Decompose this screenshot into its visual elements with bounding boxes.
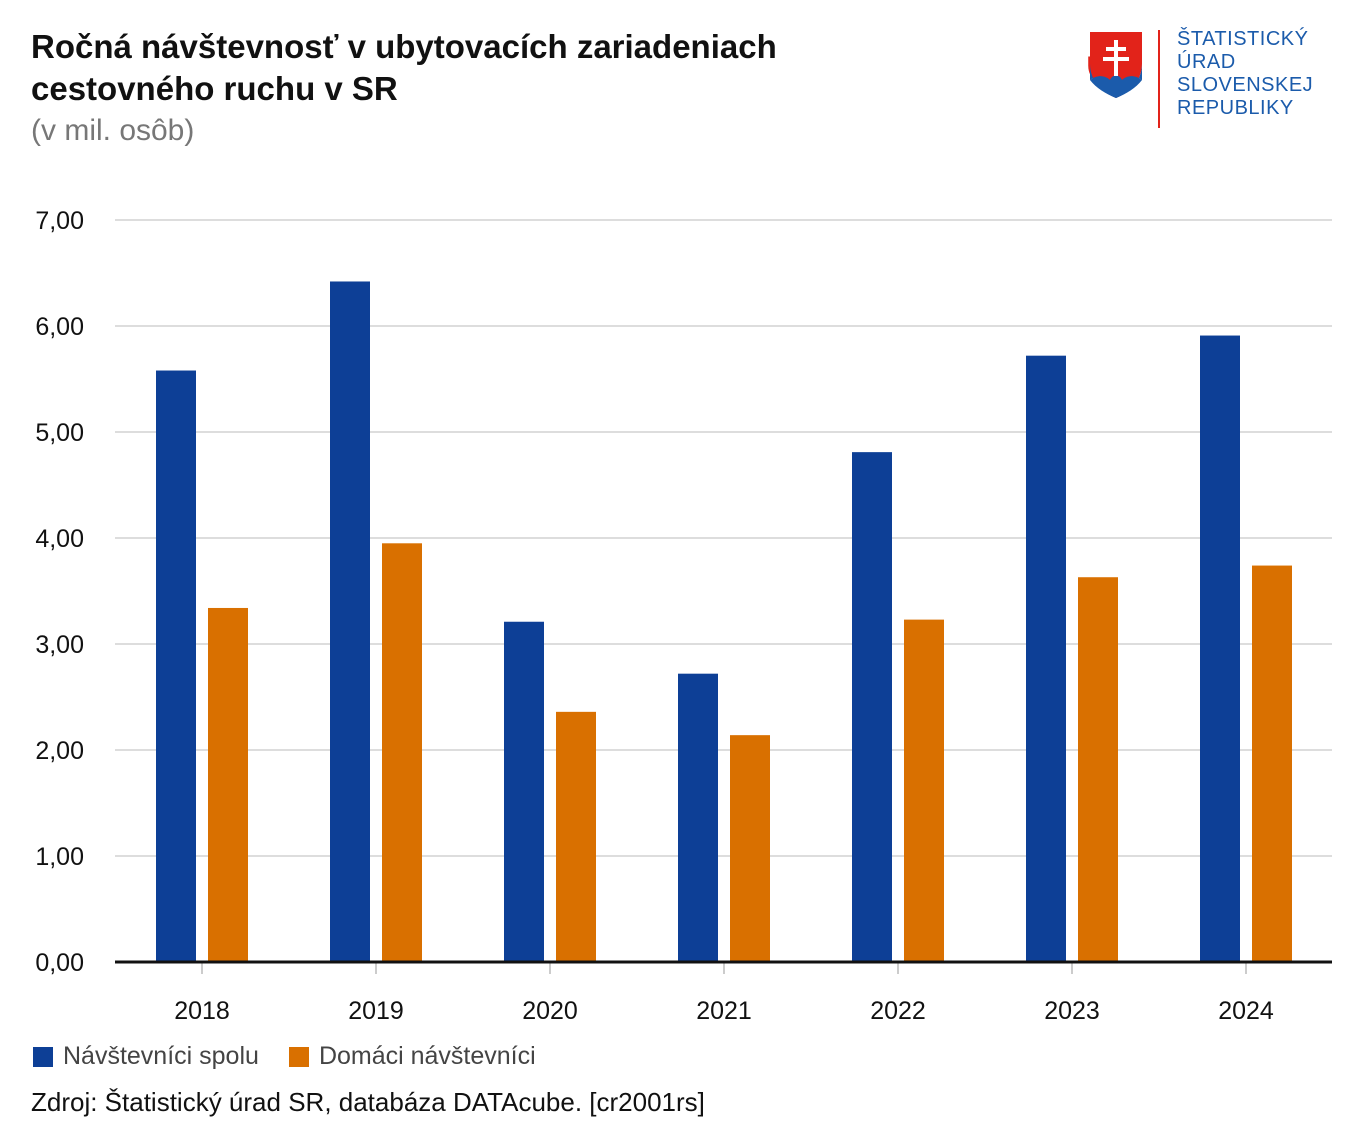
legend-item-domestic[interactable]: Domáci návštevníci	[288, 1042, 536, 1071]
bar-domestic[interactable]	[730, 735, 770, 962]
bar-total[interactable]	[852, 452, 892, 962]
y-tick-label: 6,00	[35, 313, 84, 341]
source-note: Zdroj: Štatistický úrad SR, databáza DAT…	[31, 1087, 705, 1117]
legend-label-total: Návštevníci spolu	[63, 1042, 259, 1070]
bar-total[interactable]	[1026, 355, 1066, 962]
x-tick-label: 2022	[870, 997, 926, 1025]
logo-divider	[1158, 30, 1160, 128]
chart-title-line-2: cestovného ruchu v SR	[31, 70, 398, 107]
bar-total[interactable]	[156, 370, 196, 962]
x-tick-label: 2020	[522, 997, 578, 1025]
y-tick-label: 3,00	[35, 631, 84, 659]
legend-swatch-domestic	[288, 1046, 309, 1067]
y-tick-label: 7,00	[35, 207, 84, 235]
logo-line-3: SLOVENSKEJ	[1177, 74, 1314, 96]
x-tick-label: 2019	[348, 997, 404, 1025]
legend: Návštevníci spolu Domáci návštevníci	[33, 1042, 566, 1071]
bar-total[interactable]	[330, 281, 370, 963]
legend-swatch-total	[33, 1046, 53, 1067]
y-tick-label: 0,00	[35, 949, 84, 977]
x-tick-label: 2024	[1218, 997, 1274, 1025]
bar-total[interactable]	[678, 673, 718, 962]
chart-title: Ročná návštevnosť v ubytovacích zariaden…	[31, 26, 931, 110]
chart-subtitle: (v mil. osôb)	[31, 114, 195, 147]
legend-label-domestic: Domáci návštevníci	[318, 1042, 536, 1070]
bar-domestic[interactable]	[1078, 577, 1118, 962]
x-tick-label: 2021	[696, 997, 752, 1025]
bar-domestic[interactable]	[556, 711, 596, 962]
legend-item-total[interactable]: Návštevníci spolu	[33, 1042, 259, 1071]
bar-domestic[interactable]	[208, 607, 248, 962]
y-tick-label: 4,00	[35, 525, 84, 553]
institution-logo-text: ŠTATISTICKÝ ÚRAD SLOVENSKEJ REPUBLIKY	[1177, 28, 1313, 120]
coat-of-arms-shield-icon	[1090, 32, 1142, 98]
logo-line-4: REPUBLIKY	[1177, 97, 1294, 119]
bar-domestic[interactable]	[382, 543, 422, 962]
y-tick-label: 2,00	[35, 737, 84, 765]
bar-domestic[interactable]	[904, 619, 944, 962]
chart-title-line-1: Ročná návštevnosť v ubytovacích zariaden…	[31, 28, 777, 65]
y-tick-label: 5,00	[35, 419, 84, 447]
bar-total[interactable]	[504, 621, 544, 962]
bar-domestic[interactable]	[1252, 565, 1292, 962]
logo-line-2: ÚRAD	[1177, 51, 1236, 73]
x-tick-label: 2018	[174, 997, 230, 1025]
bar-total[interactable]	[1200, 335, 1240, 962]
y-tick-label: 1,00	[35, 843, 84, 871]
x-tick-label: 2023	[1044, 997, 1100, 1025]
logo-line-1: ŠTATISTICKÝ	[1177, 28, 1309, 50]
